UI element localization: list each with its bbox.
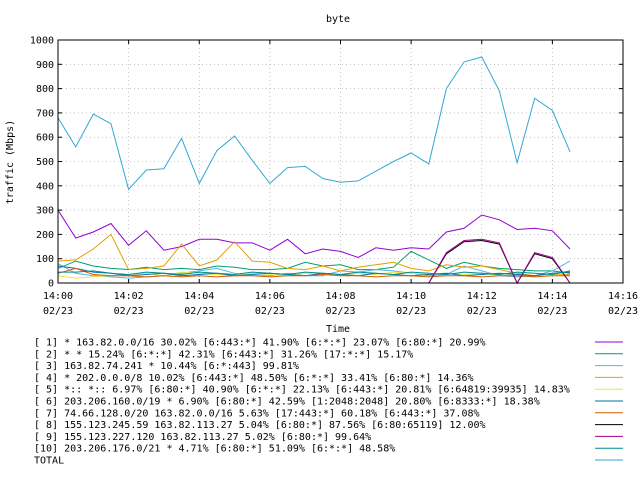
y-tick-label: 400 xyxy=(36,181,54,192)
x-tick-time-label: 14:12 xyxy=(467,291,497,302)
x-tick-time-label: 14:10 xyxy=(396,291,426,302)
x-tick-time-label: 14:06 xyxy=(255,291,285,302)
series-line-1 xyxy=(57,209,571,259)
y-tick-label: 300 xyxy=(36,206,54,217)
legend-label: [ 4] * 202.0.0.0/8 10.02% [6:443:*] 48.5… xyxy=(34,373,474,384)
chart-legend: [ 1] * 163.82.0.0/16 30.02% [6:443:*] 41… xyxy=(34,338,623,467)
legend-label: [ 1] * 163.82.0.0/16 30.02% [6:443:*] 41… xyxy=(34,338,486,349)
x-tick-time-label: 14:16 xyxy=(608,291,638,302)
legend-label: [10] 203.206.176.0/21 * 4.71% [6:80:*] 5… xyxy=(34,444,395,455)
y-tick-label: 1000 xyxy=(30,36,54,47)
legend-label: [ 7] 74.66.128.0/20 163.82.0.0/16 5.63% … xyxy=(34,408,480,419)
x-tick-date-label: 02/23 xyxy=(537,306,567,317)
plot-frame xyxy=(57,39,624,284)
y-axis-ticks: 0 100 200 300 400 500 600 700 800 900 1000 xyxy=(30,36,623,290)
legend-label: [ 8] 155.123.245.59 163.82.113.27 5.04% … xyxy=(34,420,486,431)
y-tick-label: 100 xyxy=(36,254,54,265)
chart-title: byte xyxy=(326,14,350,25)
x-tick-date-label: 02/23 xyxy=(608,306,638,317)
y-tick-label: 500 xyxy=(36,157,54,168)
x-tick-time-label: 14:14 xyxy=(537,291,567,302)
series-line-2 xyxy=(57,250,571,274)
x-tick-date-label: 02/23 xyxy=(184,306,214,317)
x-tick-time-label: 14:04 xyxy=(184,291,214,302)
y-tick-label: 700 xyxy=(36,108,54,119)
y-tick-label: 0 xyxy=(48,279,54,290)
x-axis-ticks: 14:00 02/23 14:02 02/23 14:04 02/23 14:06 02/23… xyxy=(43,40,638,317)
x-tick-time-label: 14:00 xyxy=(43,291,73,302)
legend-label: TOTAL xyxy=(34,456,64,467)
chart-grid xyxy=(58,40,623,283)
y-tick-label: 800 xyxy=(36,84,54,95)
x-tick-date-label: 02/23 xyxy=(114,306,144,317)
legend-label: [ 5] *:: *:: 6.97% [6:80:*] 40.90% [6:*:… xyxy=(34,385,570,396)
y-axis-label: traffic (Mbps) xyxy=(5,120,16,204)
series-line-8 xyxy=(58,239,571,285)
series-line-6 xyxy=(57,265,571,277)
series-line-4 xyxy=(57,233,570,277)
chart-series xyxy=(57,56,571,285)
x-tick-date-label: 02/23 xyxy=(43,306,73,317)
y-tick-label: 600 xyxy=(36,133,54,144)
series-line-10 xyxy=(58,270,571,276)
legend-label: [ 6] 203.206.160.0/19 * 6.90% [6:80:*] 4… xyxy=(34,397,540,408)
legend-label: [ 2] * * 15.24% [6:*:*] 42.31% [6:443:*]… xyxy=(34,349,413,360)
x-axis-label: Time xyxy=(326,324,350,335)
y-tick-label: 200 xyxy=(36,230,54,241)
x-tick-time-label: 14:08 xyxy=(325,291,355,302)
x-tick-date-label: 02/23 xyxy=(255,306,285,317)
series-line-7 xyxy=(57,267,570,278)
x-tick-date-label: 02/23 xyxy=(467,306,497,317)
legend-label: [ 3] 163.82.74.241 * 10.44% [6:*:443] 99… xyxy=(34,361,299,372)
legend-label: [ 9] 155.123.227.120 163.82.113.27 5.02%… xyxy=(34,432,371,443)
x-tick-date-label: 02/23 xyxy=(396,306,426,317)
x-tick-time-label: 14:02 xyxy=(114,291,144,302)
series-line-11 xyxy=(57,56,571,191)
x-tick-date-label: 02/23 xyxy=(325,306,355,317)
y-tick-label: 900 xyxy=(36,60,54,71)
